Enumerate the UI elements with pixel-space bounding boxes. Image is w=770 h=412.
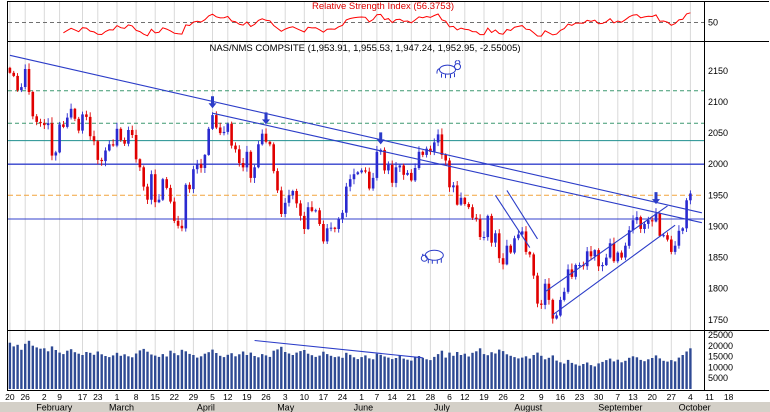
- svg-text:9: 9: [57, 392, 62, 402]
- svg-text:12: 12: [460, 392, 470, 402]
- svg-text:28: 28: [426, 392, 436, 402]
- trendline[interactable]: [544, 205, 668, 293]
- svg-text:26: 26: [20, 392, 30, 402]
- svg-text:2100: 2100: [708, 97, 728, 107]
- svg-text:1900: 1900: [708, 221, 728, 231]
- down-arrow-icon: [376, 132, 385, 145]
- trendline[interactable]: [552, 224, 676, 316]
- svg-text:2: 2: [42, 392, 47, 402]
- svg-text:2050: 2050: [708, 128, 728, 138]
- month-labels: February March April May June July August Septe…: [36, 403, 710, 412]
- svg-text:1950: 1950: [708, 190, 728, 200]
- down-arrow-icon: [262, 112, 270, 125]
- svg-text:1850: 1850: [708, 253, 728, 263]
- svg-text:20: 20: [647, 392, 657, 402]
- svg-text:9: 9: [539, 392, 544, 402]
- svg-text:May: May: [277, 403, 295, 412]
- date-tick-labels: 20 26 2 9 17 23 1 8 15 22 29 5 12 19 26 3 10 17 24 1 7 14 21 28…: [5, 392, 733, 402]
- trendline[interactable]: [506, 190, 538, 240]
- svg-text:26: 26: [261, 392, 271, 402]
- svg-text:10000: 10000: [708, 363, 733, 373]
- svg-text:7: 7: [375, 392, 380, 402]
- svg-text:20: 20: [5, 392, 15, 402]
- svg-text:1800: 1800: [708, 284, 728, 294]
- svg-text:February: February: [36, 403, 73, 412]
- svg-text:August: August: [514, 403, 543, 412]
- svg-text:30: 30: [594, 392, 604, 402]
- svg-text:14: 14: [387, 392, 397, 402]
- trendline[interactable]: [212, 112, 703, 224]
- svg-text:21: 21: [407, 392, 417, 402]
- svg-text:5000: 5000: [708, 373, 728, 383]
- bear-icon: [420, 249, 444, 264]
- trendline[interactable]: [9, 54, 703, 214]
- svg-text:15000: 15000: [708, 352, 733, 362]
- svg-text:17: 17: [319, 392, 329, 402]
- down-arrow-icon: [652, 192, 660, 205]
- rsi-line: [63, 12, 691, 37]
- svg-text:6: 6: [447, 392, 452, 402]
- svg-text:April: April: [197, 403, 215, 412]
- y-axis-labels: 2150 2100 2050 2000 1950 1900 1850 1800 1750 2500…: [708, 18, 733, 384]
- trendline[interactable]: [254, 339, 423, 359]
- svg-text:11: 11: [705, 392, 714, 402]
- volume-bars-group: [8, 340, 692, 389]
- svg-text:October: October: [679, 403, 711, 412]
- svg-text:26: 26: [498, 392, 508, 402]
- svg-text:10: 10: [300, 392, 310, 402]
- svg-text:19: 19: [479, 392, 489, 402]
- svg-text:50: 50: [708, 18, 718, 28]
- bull-icon: [436, 60, 461, 79]
- down-arrow-icon: [208, 96, 217, 109]
- svg-text:March: March: [109, 403, 134, 412]
- svg-text:4: 4: [688, 392, 693, 402]
- svg-text:1750: 1750: [708, 315, 728, 325]
- svg-text:12: 12: [223, 392, 233, 402]
- svg-text:17: 17: [78, 392, 88, 402]
- svg-text:23: 23: [93, 392, 103, 402]
- svg-text:22: 22: [170, 392, 180, 402]
- svg-text:June: June: [354, 403, 374, 412]
- svg-text:5: 5: [210, 392, 215, 402]
- svg-text:8: 8: [134, 392, 139, 402]
- month-band: [0, 402, 770, 412]
- svg-text:16: 16: [556, 392, 566, 402]
- svg-text:2: 2: [520, 392, 525, 402]
- svg-text:1: 1: [359, 392, 364, 402]
- svg-text:3: 3: [283, 392, 288, 402]
- svg-text:7: 7: [615, 392, 620, 402]
- svg-text:2000: 2000: [708, 159, 728, 169]
- svg-text:25000: 25000: [708, 330, 733, 340]
- svg-text:2150: 2150: [708, 66, 728, 76]
- svg-text:13: 13: [628, 392, 638, 402]
- svg-text:27: 27: [667, 392, 677, 402]
- price-title: NAS/NMS COMPSITE (1,953.91, 1,955.53, 1,…: [209, 43, 521, 54]
- svg-text:20000: 20000: [708, 341, 733, 351]
- svg-text:18: 18: [724, 392, 734, 402]
- svg-text:July: July: [434, 403, 451, 412]
- svg-text:September: September: [598, 403, 642, 412]
- svg-text:29: 29: [189, 392, 199, 402]
- pane-borders: [7, 1, 769, 391]
- svg-text:15: 15: [150, 392, 160, 402]
- trendline[interactable]: [494, 194, 531, 248]
- candles-group: [8, 63, 692, 324]
- svg-text:19: 19: [242, 392, 252, 402]
- svg-text:24: 24: [338, 392, 348, 402]
- svg-text:23: 23: [575, 392, 585, 402]
- svg-text:1: 1: [115, 392, 120, 402]
- rsi-title: Relative Strength Index (56.3753): [311, 1, 455, 12]
